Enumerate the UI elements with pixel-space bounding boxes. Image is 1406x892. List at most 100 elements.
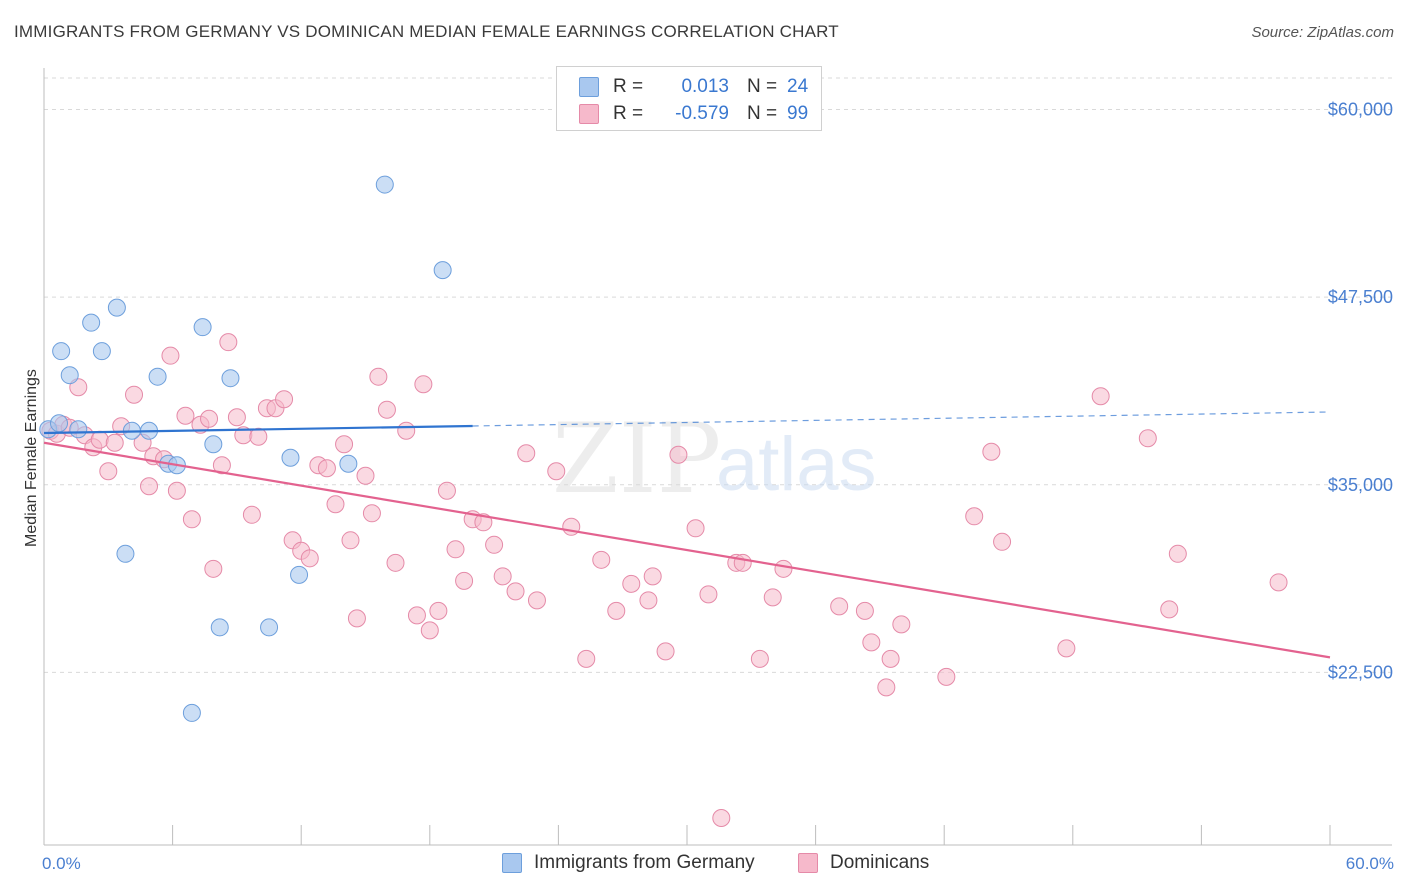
germany-point: [339, 454, 358, 473]
dominican-point: [1138, 429, 1157, 448]
dominican-point: [577, 649, 596, 668]
grid-lines: [44, 77, 1392, 673]
source-label: Source: ZipAtlas.com: [1251, 24, 1394, 41]
germany-point: [116, 544, 135, 563]
dominican-point: [249, 427, 268, 446]
dominican-point: [774, 559, 793, 578]
dominican-point: [686, 519, 705, 538]
dominican-point: [407, 606, 426, 625]
dominican-point: [877, 678, 896, 697]
dominican-point: [219, 333, 238, 352]
germany-point: [433, 261, 452, 280]
dominican-point: [99, 462, 118, 481]
dominican-point: [712, 808, 731, 827]
legend-n-value: 99: [787, 103, 809, 124]
germany-point: [290, 565, 309, 584]
dominican-point: [414, 375, 433, 394]
series-legend: Immigrants from Germany Dominicans: [0, 852, 1406, 876]
dominican-point: [386, 553, 405, 572]
dominican-point: [227, 408, 246, 427]
dominican-point: [397, 421, 416, 440]
dominican-point: [300, 549, 319, 568]
series-label-dominican: Dominicans: [830, 852, 930, 873]
legend-swatch-germany: [579, 77, 599, 97]
dominican-point: [362, 504, 381, 523]
germany-point: [52, 342, 71, 361]
dominican-point: [493, 567, 512, 586]
dominican-point: [182, 510, 201, 529]
dominican-point: [420, 621, 439, 640]
legend-row-dominican: R = -0.579 N = 99: [579, 102, 808, 126]
germany-point: [50, 414, 69, 433]
dominican-point: [105, 433, 124, 452]
dominican-point: [176, 406, 195, 425]
dominican-point: [1269, 573, 1288, 592]
dominican-point: [750, 649, 769, 668]
series-legend-germany[interactable]: Immigrants from Germany: [502, 852, 755, 874]
x-tick-label-min: 0.0%: [42, 854, 81, 873]
germany-points: [39, 175, 452, 722]
germany-point: [107, 298, 126, 317]
dominican-point: [455, 571, 474, 590]
dominican-point: [335, 435, 354, 454]
y-tick-labels: $22,500 $35,000 $47,500 $60,000: [1328, 100, 1393, 683]
germany-point: [221, 369, 240, 388]
y-tick-label: $22,500: [1328, 662, 1393, 682]
dominican-point: [527, 591, 546, 610]
watermark-atlas: atlas: [716, 422, 877, 507]
dominican-point: [982, 442, 1001, 461]
dominican-point: [317, 459, 336, 478]
dominican-point: [993, 532, 1012, 551]
germany-point: [182, 703, 201, 722]
dominican-point: [881, 649, 900, 668]
dominican-point: [830, 597, 849, 616]
x-tick-label-max: 60.0%: [1346, 854, 1394, 873]
y-tick-label: $35,000: [1328, 475, 1393, 495]
dominican-point: [161, 346, 180, 365]
dominican-point: [547, 462, 566, 481]
germany-point: [82, 313, 101, 332]
dominican-point: [892, 615, 911, 634]
dominican-point: [656, 642, 675, 661]
dominican-point: [200, 409, 219, 428]
dominican-trend-line: [43, 441, 1331, 659]
germany-point: [69, 420, 88, 439]
trend-lines: [43, 411, 1331, 659]
germany-point: [148, 367, 167, 386]
dominican-point: [733, 553, 752, 572]
dominican-point: [592, 550, 611, 569]
series-legend-dominican[interactable]: Dominicans: [798, 852, 929, 874]
dominican-point: [1168, 544, 1187, 563]
dominican-point: [369, 367, 388, 386]
germany-point: [210, 618, 229, 637]
dominican-point: [1160, 600, 1179, 619]
y-tick-label: $47,500: [1328, 287, 1393, 307]
dominican-point: [446, 540, 465, 559]
dominican-point: [937, 667, 956, 686]
dominican-point: [326, 495, 345, 514]
germany-point: [193, 318, 212, 337]
dominican-point: [125, 385, 144, 404]
dominican-point: [607, 601, 626, 620]
germany-point: [281, 448, 300, 467]
axes: [43, 68, 1392, 846]
legend-r-label: R =: [613, 103, 644, 124]
series-label-germany: Immigrants from Germany: [534, 852, 755, 873]
series-swatch-germany: [502, 853, 522, 873]
germany-point: [260, 618, 279, 637]
dominican-point: [437, 481, 456, 500]
dominican-point: [485, 535, 504, 554]
dominican-point: [855, 601, 874, 620]
dominican-point: [242, 505, 261, 524]
dominican-point: [377, 400, 396, 419]
dominican-point: [1091, 387, 1110, 406]
germany-point: [204, 435, 223, 454]
x-tick-labels: 0.0% 60.0%: [42, 854, 1394, 873]
germany-point: [375, 175, 394, 194]
series-swatch-dominican: [798, 853, 818, 873]
correlation-legend: R = 0.013 N = 24 R = -0.579 N = 99: [556, 66, 822, 131]
chart-title: IMMIGRANTS FROM GERMANY VS DOMINICAN MED…: [14, 22, 839, 41]
legend-n-value: 24: [787, 76, 809, 97]
dominican-point: [506, 582, 525, 601]
